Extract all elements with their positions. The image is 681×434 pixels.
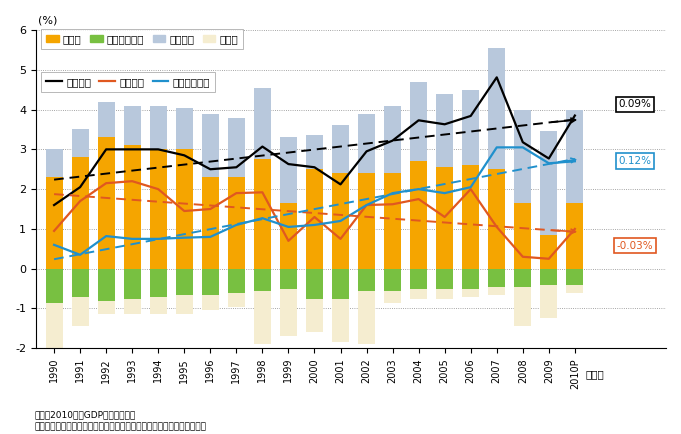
Bar	[150, 269, 167, 296]
Bar	[437, 167, 453, 269]
Bar	[462, 90, 479, 165]
Bar	[150, 105, 167, 149]
Text: 備考：2010年のGDPは、速報値。: 備考：2010年のGDPは、速報値。	[34, 411, 136, 420]
Bar	[97, 269, 114, 300]
Text: 資料：日本銀行「国際収支統計」、内閣府「国民経済計算」から作成。: 資料：日本銀行「国際収支統計」、内閣府「国民経済計算」から作成。	[34, 423, 206, 432]
Bar	[567, 285, 584, 293]
Bar	[488, 269, 505, 286]
Bar	[176, 149, 193, 269]
Text: (%): (%)	[38, 15, 58, 25]
Bar	[72, 157, 89, 269]
Bar	[410, 161, 427, 269]
Bar	[254, 88, 271, 159]
Bar	[306, 135, 323, 169]
Bar	[358, 114, 375, 173]
Bar	[358, 269, 375, 291]
Bar	[280, 138, 297, 203]
Bar	[488, 169, 505, 269]
Text: （年）: （年）	[585, 369, 604, 379]
Bar	[567, 269, 584, 285]
Bar	[228, 293, 244, 306]
Bar	[567, 203, 584, 269]
Bar	[306, 269, 323, 299]
Bar	[384, 105, 401, 173]
Bar	[228, 269, 244, 293]
Bar	[72, 129, 89, 157]
Bar	[384, 291, 401, 302]
Bar	[97, 300, 114, 315]
Bar	[280, 269, 297, 289]
Bar	[254, 269, 271, 291]
Bar	[540, 132, 557, 235]
Bar	[384, 269, 401, 291]
Bar	[202, 114, 219, 177]
Legend: 経常収支, 「貳易」, 「貳易以外」: 経常収支, 「貳易」, 「貳易以外」	[41, 72, 215, 92]
Bar	[332, 173, 349, 269]
Bar	[97, 102, 114, 138]
Bar	[462, 269, 479, 289]
Bar	[437, 269, 453, 289]
Bar	[202, 177, 219, 269]
Bar	[280, 203, 297, 269]
Bar	[150, 296, 167, 315]
Bar	[410, 269, 427, 289]
Bar	[540, 285, 557, 319]
Bar	[306, 169, 323, 269]
Bar	[97, 138, 114, 269]
Bar	[72, 269, 89, 296]
Bar	[228, 118, 244, 177]
Text: 0.12%: 0.12%	[618, 156, 651, 166]
Bar	[332, 269, 349, 299]
Bar	[540, 235, 557, 269]
Bar	[437, 289, 453, 299]
Bar	[124, 145, 141, 269]
Bar	[124, 299, 141, 315]
Bar	[306, 299, 323, 332]
Bar	[176, 295, 193, 315]
Bar	[358, 173, 375, 269]
Bar	[410, 289, 427, 299]
Bar	[332, 299, 349, 342]
Bar	[46, 302, 63, 356]
Bar	[228, 177, 244, 269]
Bar	[488, 48, 505, 169]
Bar	[540, 269, 557, 285]
Bar	[124, 269, 141, 299]
Bar	[254, 159, 271, 269]
Bar	[567, 109, 584, 203]
Bar	[332, 125, 349, 173]
Bar	[150, 149, 167, 269]
Bar	[176, 108, 193, 149]
Bar	[462, 165, 479, 269]
Bar	[46, 269, 63, 302]
Bar	[358, 291, 375, 344]
Text: 0.09%: 0.09%	[618, 99, 651, 109]
Bar	[384, 173, 401, 269]
Bar	[437, 94, 453, 167]
Bar	[514, 269, 531, 286]
Bar	[514, 109, 531, 203]
Bar	[202, 295, 219, 310]
Bar	[514, 203, 531, 269]
Bar	[46, 177, 63, 269]
Bar	[202, 269, 219, 295]
Bar	[176, 269, 193, 295]
Bar	[124, 105, 141, 145]
Bar	[280, 289, 297, 336]
Bar	[410, 82, 427, 161]
Text: -0.03%: -0.03%	[616, 241, 653, 251]
Bar	[488, 286, 505, 295]
Bar	[46, 149, 63, 177]
Bar	[72, 296, 89, 326]
Bar	[514, 286, 531, 326]
Bar	[254, 291, 271, 344]
Bar	[462, 289, 479, 296]
